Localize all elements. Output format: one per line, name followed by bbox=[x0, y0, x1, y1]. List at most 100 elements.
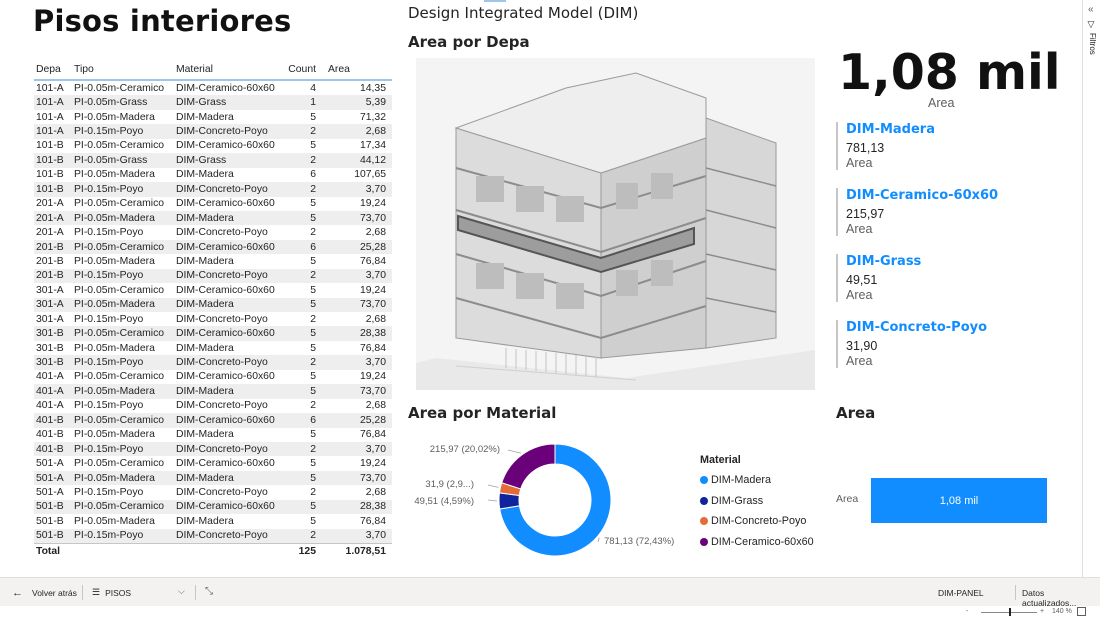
table-row[interactable]: 501-B PI-0.15m-Poyo DIM-Concreto-Poyo 2 3,70 bbox=[34, 528, 392, 543]
table-row[interactable]: 201-B PI-0.05m-Ceramico DIM-Ceramico-60x60… bbox=[34, 239, 392, 255]
table-cell-depa: 101-B bbox=[36, 183, 64, 195]
zoom-out-button[interactable]: - bbox=[966, 608, 969, 615]
report-name: DIM-PANEL bbox=[938, 588, 984, 598]
table-cell-material: DIM-Ceramico-60x60 bbox=[176, 241, 275, 253]
legend-label: DIM-Concreto-Poyo bbox=[711, 515, 807, 528]
card-grass: DIM-Grass 49,51 Area bbox=[836, 254, 1036, 302]
table-row[interactable]: 301-B PI-0.05m-Ceramico DIM-Ceramico-60x60… bbox=[34, 326, 392, 341]
table-row[interactable]: 501-A PI-0.05m-Ceramico DIM-Ceramico-60x60… bbox=[34, 456, 392, 470]
table-row[interactable]: 401-B PI-0.05m-Madera DIM-Madera 5 76,84 bbox=[34, 428, 392, 442]
fit-to-page-icon[interactable] bbox=[1077, 607, 1086, 616]
total-area: 1.078,51 bbox=[345, 546, 386, 557]
table-row[interactable]: 201-A PI-0.05m-Madera DIM-Madera 5 73,70 bbox=[34, 210, 392, 226]
table-row[interactable]: 401-B PI-0.15m-Poyo DIM-Concreto-Poyo 2 3,70 bbox=[34, 441, 392, 457]
table-cell-area: 73,70 bbox=[359, 385, 386, 397]
col-header-area[interactable]: Area bbox=[328, 63, 350, 75]
divider bbox=[82, 585, 83, 600]
donut-slice-dim-ceramico-60x60[interactable] bbox=[501, 443, 556, 490]
table-row[interactable]: 401-A PI-0.05m-Ceramico DIM-Ceramico-60x60… bbox=[34, 370, 392, 384]
table-row[interactable]: 301-B PI-0.15m-Poyo DIM-Concreto-Poyo 2 3,70 bbox=[34, 355, 392, 370]
filters-pane[interactable]: « ▽ Filtros bbox=[1082, 0, 1100, 577]
collapse-arrows-icon[interactable]: ⤡ bbox=[205, 586, 213, 597]
legend-item-madera[interactable]: DIM-Madera bbox=[700, 470, 814, 491]
table-row[interactable]: 101-B PI-0.15m-Poyo DIM-Concreto-Poyo 2 3,70 bbox=[34, 182, 392, 197]
col-header-material[interactable]: Material bbox=[176, 63, 213, 75]
table-row[interactable]: 401-B PI-0.05m-Ceramico DIM-Ceramico-60x60… bbox=[34, 413, 392, 428]
table-row[interactable]: 201-B PI-0.05m-Madera DIM-Madera 5 76,84 bbox=[34, 254, 392, 268]
table-row[interactable]: 501-B PI-0.05m-Ceramico DIM-Ceramico-60x60… bbox=[34, 499, 392, 515]
bar-total-area[interactable]: 1,08 mil bbox=[871, 478, 1047, 523]
table-cell-tipo: PI-0.05m-Ceramico bbox=[74, 284, 165, 296]
table-row[interactable]: 301-A PI-0.15m-Poyo DIM-Concreto-Poyo 2 2,68 bbox=[34, 312, 392, 326]
table-row[interactable]: 401-A PI-0.15m-Poyo DIM-Concreto-Poyo 2 2,68 bbox=[34, 399, 392, 413]
table-cell-tipo: PI-0.05m-Ceramico bbox=[74, 241, 165, 253]
table-cell-count: 2 bbox=[310, 486, 316, 498]
legend-item-grass[interactable]: DIM-Grass bbox=[700, 491, 814, 512]
legend-label: DIM-Grass bbox=[711, 494, 764, 507]
zoom-in-button[interactable]: + bbox=[1040, 608, 1045, 615]
table-cell-count: 2 bbox=[310, 154, 316, 166]
table-row[interactable]: 101-B PI-0.05m-Grass DIM-Grass 2 44,12 bbox=[34, 153, 392, 168]
table-cell-tipo: PI-0.05m-Ceramico bbox=[74, 198, 165, 210]
table-row[interactable]: 101-A PI-0.15m-Poyo DIM-Concreto-Poyo 2 2,68 bbox=[34, 124, 392, 139]
table-row[interactable]: 101-B PI-0.05m-Ceramico DIM-Ceramico-60x60… bbox=[34, 139, 392, 153]
table-row[interactable]: 201-A PI-0.05m-Ceramico DIM-Ceramico-60x60… bbox=[34, 197, 392, 211]
table-cell-count: 5 bbox=[310, 255, 316, 267]
table-cell-count: 5 bbox=[310, 328, 316, 340]
materials-table[interactable]: Depa Tipo Material Count Area 101-A PI-0.… bbox=[34, 59, 392, 559]
chevron-double-left-icon[interactable]: « bbox=[1088, 4, 1094, 15]
table-row[interactable]: 101-A PI-0.05m-Madera DIM-Madera 5 71,32 bbox=[34, 110, 392, 124]
table-total-row: Total 125 1.078,51 bbox=[34, 543, 392, 559]
filters-pane-label[interactable]: ▽ Filtros bbox=[1087, 20, 1097, 55]
page-selector[interactable]: ☰ PISOS ⌵ bbox=[92, 586, 185, 598]
table-row[interactable]: 301-B PI-0.05m-Madera DIM-Madera 5 76,84 bbox=[34, 341, 392, 355]
table-cell-tipo: PI-0.05m-Madera bbox=[74, 111, 155, 123]
legend-item-ceramico[interactable]: DIM-Ceramico-60x60 bbox=[700, 532, 814, 553]
table-row[interactable]: 501-A PI-0.15m-Poyo DIM-Concreto-Poyo 2 2,68 bbox=[34, 485, 392, 499]
table-cell-tipo: PI-0.05m-Madera bbox=[74, 342, 155, 354]
table-row[interactable]: 101-A PI-0.05m-Ceramico DIM-Ceramico-60x60… bbox=[34, 81, 392, 95]
table-cell-count: 2 bbox=[310, 530, 316, 542]
table-cell-count: 5 bbox=[310, 515, 316, 527]
table-cell-material: DIM-Madera bbox=[176, 472, 234, 484]
table-cell-depa: 101-B bbox=[36, 169, 64, 181]
col-header-depa[interactable]: Depa bbox=[36, 63, 61, 75]
table-row[interactable]: 301-A PI-0.05m-Madera DIM-Madera 5 73,70 bbox=[34, 297, 392, 312]
table-cell-depa: 501-B bbox=[36, 515, 64, 527]
col-header-count[interactable]: Count bbox=[288, 63, 316, 75]
table-row[interactable]: 501-B PI-0.05m-Madera DIM-Madera 5 76,84 bbox=[34, 514, 392, 528]
table-row[interactable]: 101-B PI-0.05m-Madera DIM-Madera 6 107,65 bbox=[34, 168, 392, 182]
table-cell-count: 5 bbox=[310, 385, 316, 397]
table-cell-material: DIM-Ceramico-60x60 bbox=[176, 328, 275, 340]
table-cell-depa: 101-A bbox=[36, 97, 64, 109]
table-row[interactable]: 401-A PI-0.05m-Madera DIM-Madera 5 73,70 bbox=[34, 384, 392, 399]
zoom-slider-thumb[interactable] bbox=[1009, 608, 1011, 616]
donut-legend: Material DIM-Madera DIM-Grass DIM-Concre… bbox=[700, 454, 814, 552]
table-row[interactable]: 201-A PI-0.15m-Poyo DIM-Concreto-Poyo 2 2,68 bbox=[34, 225, 392, 239]
donut-chart[interactable]: 781,13 (72,43%) 49,51 (4,59%) 31,9 (2,9...… bbox=[408, 425, 698, 565]
table-cell-area: 28,38 bbox=[359, 501, 386, 513]
back-button[interactable]: ← Volver atrás bbox=[12, 587, 77, 599]
table-body: 101-A PI-0.05m-Ceramico DIM-Ceramico-60x60… bbox=[34, 81, 392, 543]
table-cell-area: 25,28 bbox=[359, 414, 386, 426]
table-cell-count: 5 bbox=[310, 501, 316, 513]
card-ceramico: DIM-Ceramico-60x60 215,97 Area bbox=[836, 188, 1036, 236]
table-cell-tipo: PI-0.05m-Ceramico bbox=[74, 328, 165, 340]
table-row[interactable]: 201-B PI-0.15m-Poyo DIM-Concreto-Poyo 2 3,70 bbox=[34, 268, 392, 284]
table-cell-count: 5 bbox=[310, 342, 316, 354]
table-cell-tipo: PI-0.15m-Poyo bbox=[74, 443, 144, 455]
table-row[interactable]: 301-A PI-0.05m-Ceramico DIM-Ceramico-60x60… bbox=[34, 283, 392, 297]
table-cell-count: 5 bbox=[310, 299, 316, 311]
legend-label: DIM-Madera bbox=[711, 474, 771, 487]
table-cell-depa: 101-B bbox=[36, 140, 64, 152]
data-updated-label[interactable]: Datos actualizados... bbox=[1022, 588, 1077, 608]
table-row[interactable]: 501-A PI-0.05m-Madera DIM-Madera 5 73,70 bbox=[34, 470, 392, 486]
table-cell-tipo: PI-0.05m-Madera bbox=[74, 385, 155, 397]
col-header-tipo[interactable]: Tipo bbox=[74, 63, 94, 75]
building-model-visual[interactable] bbox=[416, 58, 815, 390]
donut-slice-dim-madera[interactable] bbox=[499, 443, 612, 557]
table-row[interactable]: 101-A PI-0.05m-Grass DIM-Grass 1 5,39 bbox=[34, 95, 392, 110]
table-cell-area: 2,68 bbox=[365, 400, 386, 412]
table-cell-count: 5 bbox=[310, 458, 316, 470]
legend-item-concreto-poyo[interactable]: DIM-Concreto-Poyo bbox=[700, 511, 814, 532]
